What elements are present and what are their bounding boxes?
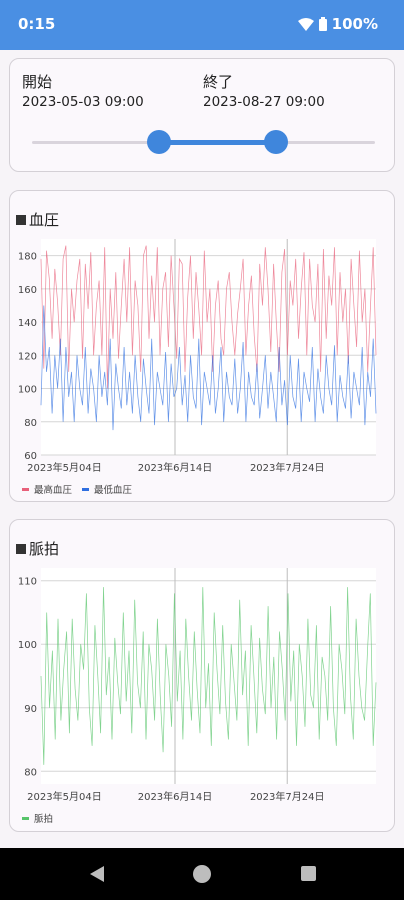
bp-legend-label: 最低血圧 [94,484,133,496]
start-value: 2023-05-03 09:00 [22,94,144,110]
bp-x-tick-label: 2023年6月14日 [138,461,213,474]
hr-legend-item-1: 脈拍 [22,813,53,825]
bp-y-tick-label: 120 [18,351,37,362]
recents-icon[interactable] [300,865,317,882]
hr-y-tick-label: 90 [24,704,37,715]
bp-series-line-1 [40,245,377,389]
hr-plot-area [41,568,376,784]
hr-y-tick-label: 110 [18,577,37,588]
wifi-icon [297,17,314,31]
hr-y-tick-label: 100 [18,640,37,651]
title-square-icon [16,543,26,554]
bp-y-tick-label: 140 [18,318,37,329]
bp-legend-label: 最高血圧 [34,484,73,496]
bp-series-line-2 [40,305,377,431]
bp-x-tick-label: 2023年5月04日 [27,461,102,474]
status-icons: 100% [297,15,378,33]
bp-y-tick-label: 80 [24,418,37,429]
title-square-icon [16,214,26,225]
hr-series-line-1 [40,587,377,765]
bp-legend-marker [82,488,89,491]
blood-pressure-title-text: 血圧 [29,211,60,229]
pulse-chart-card: 脈拍 80 90 100 110 2023年5月04日 2023年6月14日 2023年7月… [9,519,395,832]
bp-y-tick-label: 60 [24,451,37,462]
hr-x-tick-label: 2023年7月24日 [250,790,325,803]
hr-x-tick-label: 2023年6月14日 [138,790,213,803]
bp-x-tick-label: 2023年7月24日 [250,461,325,474]
bp-y-tick-label: 100 [18,385,37,396]
blood-pressure-chart-card: 血圧 60 80 100 120 140 160 180 2023年5月04日 2023年6月1… [9,190,395,502]
hr-x-tick-label: 2023年5月04日 [27,790,102,803]
bp-legend-marker [22,488,29,491]
end-value: 2023-08-27 09:00 [203,94,325,110]
pulse-title-text: 脈拍 [29,540,60,558]
range-slider-start-thumb[interactable] [147,130,171,154]
blood-pressure-chart-title: 血圧 [16,209,59,230]
hr-y-tick-label: 80 [24,767,37,778]
bp-legend-item-2: 最低血圧 [82,484,133,496]
hr-legend-marker [22,817,29,820]
date-range-card: 開始 2023-05-03 09:00 終了 2023-08-27 09:00 [9,58,395,172]
battery-percent: 100% [331,15,378,33]
start-label: 開始 [22,73,53,91]
end-label: 終了 [203,73,234,91]
battery-icon [318,17,327,31]
home-icon[interactable] [192,864,212,884]
hr-legend-label: 脈拍 [34,813,53,825]
navigation-bar [0,848,404,900]
range-slider-active-track [159,140,276,145]
status-time: 0:15 [18,15,56,33]
bp-legend-item-1: 最高血圧 [22,484,73,496]
bp-y-tick-label: 160 [18,285,37,296]
blood-pressure-chart: 60 80 100 120 140 160 180 2023年5月04日 2023年6月14日 2… [18,239,377,496]
range-slider-end-thumb[interactable] [264,130,288,154]
bp-y-tick-label: 180 [18,252,37,263]
pulse-chart-title: 脈拍 [16,538,59,559]
pulse-chart: 80 90 100 110 2023年5月04日 2023年6月14日 2023年7月24日… [18,568,377,825]
status-bar: 0:15 100% [0,0,404,50]
back-icon[interactable] [88,865,106,883]
